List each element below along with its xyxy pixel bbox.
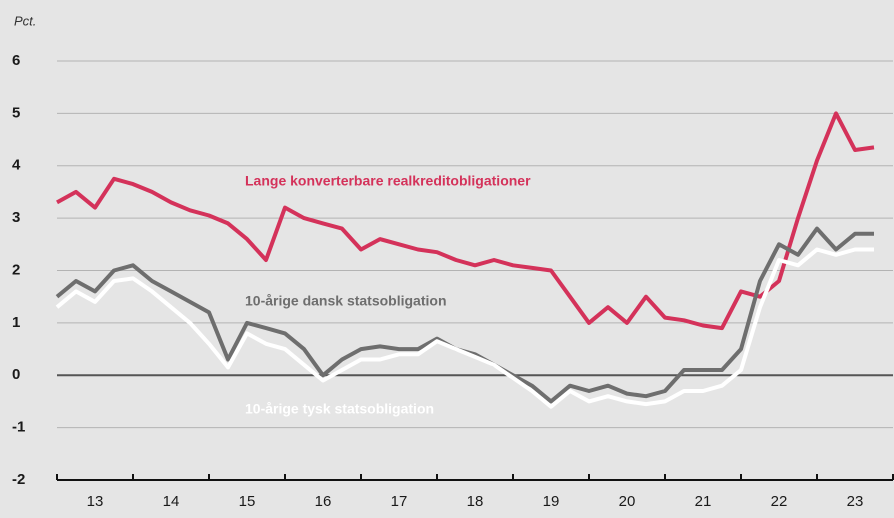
x-tick-label: 18 bbox=[467, 493, 484, 510]
series-label: Lange konverterbare realkreditobligation… bbox=[245, 173, 531, 189]
series-label: 10-årige tysk statsobligation bbox=[245, 401, 434, 417]
x-tick-label: 14 bbox=[163, 493, 180, 510]
x-tick-label: 17 bbox=[391, 493, 408, 510]
y-tick-label: 2 bbox=[12, 261, 20, 278]
x-tick-label: 20 bbox=[619, 493, 636, 510]
x-tick-label: 16 bbox=[315, 493, 332, 510]
x-tick-label: 13 bbox=[87, 493, 104, 510]
series-line bbox=[55, 247, 874, 409]
y-tick-label: 3 bbox=[12, 209, 20, 226]
x-tick-label: 23 bbox=[847, 493, 864, 510]
series-label: 10-årige dansk statsobligation bbox=[245, 293, 447, 309]
y-tick-label: 5 bbox=[12, 104, 20, 121]
series-line bbox=[56, 111, 875, 331]
y-tick-label: -2 bbox=[12, 471, 25, 488]
y-tick-label: 4 bbox=[12, 157, 21, 174]
y-tick-label: -1 bbox=[12, 419, 25, 436]
x-tick-label: 21 bbox=[695, 493, 712, 510]
y-axis-unit: Pct. bbox=[14, 13, 36, 28]
x-tick-label: 19 bbox=[543, 493, 560, 510]
x-tick-label: 22 bbox=[771, 493, 788, 510]
y-tick-label: 6 bbox=[12, 52, 20, 69]
y-tick-label: 1 bbox=[12, 314, 20, 331]
x-tick-label: 15 bbox=[239, 493, 256, 510]
y-tick-label: 0 bbox=[12, 366, 20, 383]
